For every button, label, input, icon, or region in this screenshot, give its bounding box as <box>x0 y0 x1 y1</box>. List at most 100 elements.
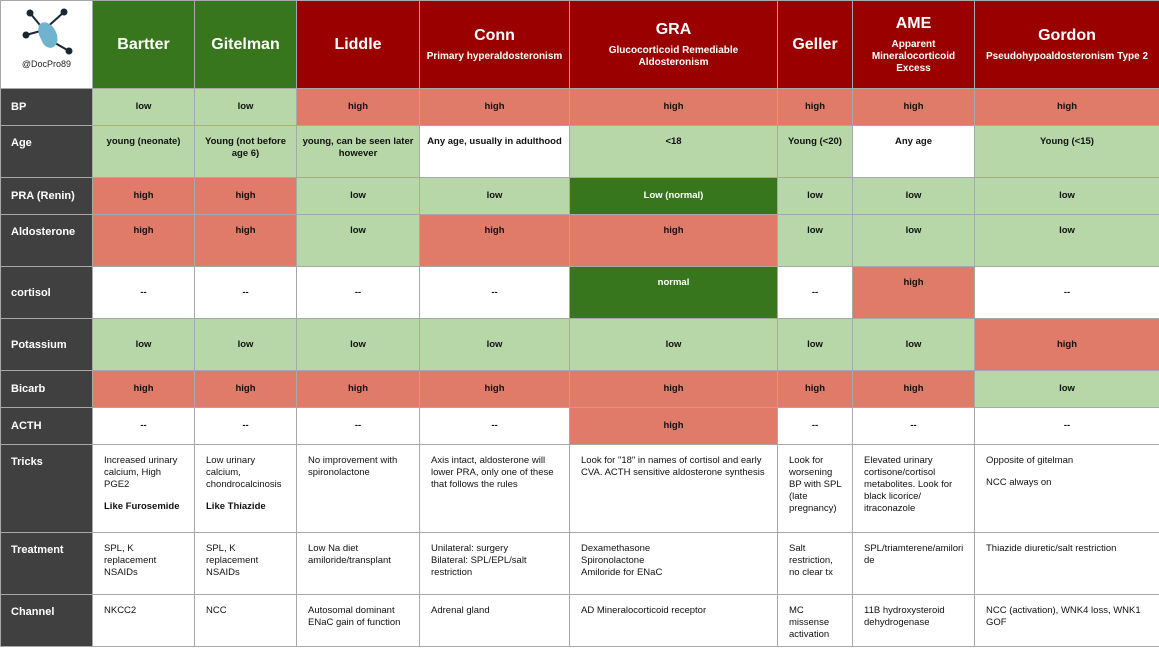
col-title: Gordon <box>1038 26 1096 44</box>
table-cell: Increased urinary calcium, High PGE2 Lik… <box>92 444 195 533</box>
table-cell: -- <box>777 407 853 445</box>
table-cell: NCC (activation), WNK4 loss, WNK1 GOF <box>974 594 1159 647</box>
col-header-bartter: Bartter <box>92 0 195 89</box>
table-cell: -- <box>92 266 195 319</box>
table-cell: high <box>419 88 570 126</box>
table-cell: Elevated urinary cortisone/cortisol meta… <box>852 444 975 533</box>
table-cell: -- <box>419 407 570 445</box>
row-acth: ACTH -- -- -- -- high -- -- -- <box>0 407 1159 445</box>
row-label: Treatment <box>0 532 93 595</box>
table-cell: low <box>296 318 420 371</box>
table-cell: Young (<20) <box>777 125 853 178</box>
row-bp: BP low low high high high high high high <box>0 88 1159 126</box>
col-header-liddle: Liddle <box>296 0 420 89</box>
table-cell: high <box>974 318 1159 371</box>
table-cell: high <box>194 370 297 408</box>
table-cell: high <box>569 407 778 445</box>
row-aldosterone: Aldosterone high high low high high low … <box>0 214 1159 267</box>
logo-cell: @DocPro89 <box>0 0 93 89</box>
table-cell: -- <box>419 266 570 319</box>
table-cell: low <box>194 88 297 126</box>
row-channel: Channel NKCC2 NCC Autosomal dominant ENaC… <box>0 594 1159 647</box>
cell-line: Autosomal dominant <box>308 605 395 616</box>
table-cell: high <box>296 88 420 126</box>
table-cell: -- <box>777 266 853 319</box>
col-title: Conn <box>474 26 515 44</box>
table-cell: Unilateral: surgery Bilateral: SPL/EPL/sa… <box>419 532 570 595</box>
table-cell: Low urinary calcium, chondrocalcinosis L… <box>194 444 297 533</box>
col-title: AME <box>895 14 932 32</box>
table-cell: Salt restriction, no clear tx <box>777 532 853 595</box>
col-title: Geller <box>792 35 838 53</box>
table-cell: young, can be seen later however <box>296 125 420 178</box>
row-bicarb: Bicarb high high high high high high hig… <box>0 370 1159 408</box>
network-logo-icon <box>22 8 72 55</box>
cell-text: Look for worsening BP with SPL (late pre… <box>789 455 842 514</box>
cell-note: Like Thiazide <box>206 501 266 512</box>
table-cell: low <box>296 214 420 267</box>
table-cell: Young (<15) <box>974 125 1159 178</box>
table-cell: low <box>777 177 853 215</box>
table-cell: high <box>194 214 297 267</box>
row-treatment: Treatment SPL, K replacement NSAIDs SPL, … <box>0 532 1159 595</box>
col-header-gra: GRA Glucocorticoid Remediable Aldosteroni… <box>569 0 778 89</box>
table-cell: <18 <box>569 125 778 178</box>
cell-line: NSAIDs <box>206 567 240 578</box>
table-cell: Look for worsening BP with SPL (late pre… <box>777 444 853 533</box>
cell-line: MC missense activation <box>789 605 830 640</box>
cell-line: amiloride/transplant <box>308 555 391 566</box>
table-cell: low <box>92 318 195 371</box>
table-cell: Autosomal dominant ENaC gain of function <box>296 594 420 647</box>
table-cell: low <box>569 318 778 371</box>
col-subtitle: Primary hyperaldosteronism <box>426 50 563 62</box>
table-cell: high <box>569 88 778 126</box>
table-cell: low <box>852 214 975 267</box>
cell-line: SPL, K replacement <box>206 543 259 566</box>
table-cell: high <box>852 88 975 126</box>
table-cell: low <box>296 177 420 215</box>
row-potassium: Potassium low low low low low low low hi… <box>0 318 1159 371</box>
cell-text: Increased urinary calcium, High PGE2 <box>104 455 178 490</box>
table-cell: low <box>419 177 570 215</box>
row-cortisol: cortisol -- -- -- -- normal -- high -- <box>0 266 1159 319</box>
table-cell: -- <box>296 266 420 319</box>
table-cell: low <box>974 214 1159 267</box>
table-cell: low <box>974 370 1159 408</box>
cell-line: Thiazide diuretic/salt restriction <box>986 543 1117 554</box>
brand-handle: @DocPro89 <box>21 59 72 69</box>
table-cell: 11B hydroxysteroid dehydrogenase <box>852 594 975 647</box>
table-cell: SPL, K replacement NSAIDs <box>92 532 195 595</box>
table-cell: high <box>419 214 570 267</box>
table-cell: low <box>852 177 975 215</box>
table-cell: Any age, usually in adulthood <box>419 125 570 178</box>
table-cell: high <box>419 370 570 408</box>
col-title: GRA <box>655 20 692 38</box>
cell-line: Dexamethasone <box>581 543 651 554</box>
table-cell: SPL, K replacement NSAIDs <box>194 532 297 595</box>
cell-line: Spironolactone <box>581 555 645 566</box>
row-pra: PRA (Renin) high high low low Low (norma… <box>0 177 1159 215</box>
cell-line: NSAIDs <box>104 567 138 578</box>
cell-line: AD Mineralocorticoid receptor <box>581 605 707 616</box>
cell-line: SPL/triamterene/amiloride <box>864 543 964 566</box>
table-cell: high <box>974 88 1159 126</box>
table-cell: low <box>92 88 195 126</box>
row-label: Channel <box>0 594 93 647</box>
cell-line: NKCC2 <box>104 605 137 616</box>
table-cell: young (neonate) <box>92 125 195 178</box>
table-cell: high <box>852 266 975 319</box>
table-cell: high <box>777 370 853 408</box>
cell-line: SPL, K replacement <box>104 543 157 566</box>
cell-line: NCC (activation), WNK4 loss, WNK1 GOF <box>986 605 1141 628</box>
table-cell: -- <box>296 407 420 445</box>
table-cell: Adrenal gland <box>419 594 570 647</box>
cell-note: Like Furosemide <box>104 501 180 512</box>
cell-line: Salt restriction, no clear tx <box>789 543 833 578</box>
cell-text: Look for "18" in names of cortisol and e… <box>581 455 765 478</box>
cell-note: NCC always on <box>986 477 1052 488</box>
cell-line: Bilateral: SPL/EPL/salt restriction <box>431 555 527 578</box>
table-cell: Look for "18" in names of cortisol and e… <box>569 444 778 533</box>
cell-text: Opposite of gitelman <box>986 455 1074 466</box>
col-header-gordon: Gordon Pseudohypoaldosteronism Type 2 <box>974 0 1159 89</box>
